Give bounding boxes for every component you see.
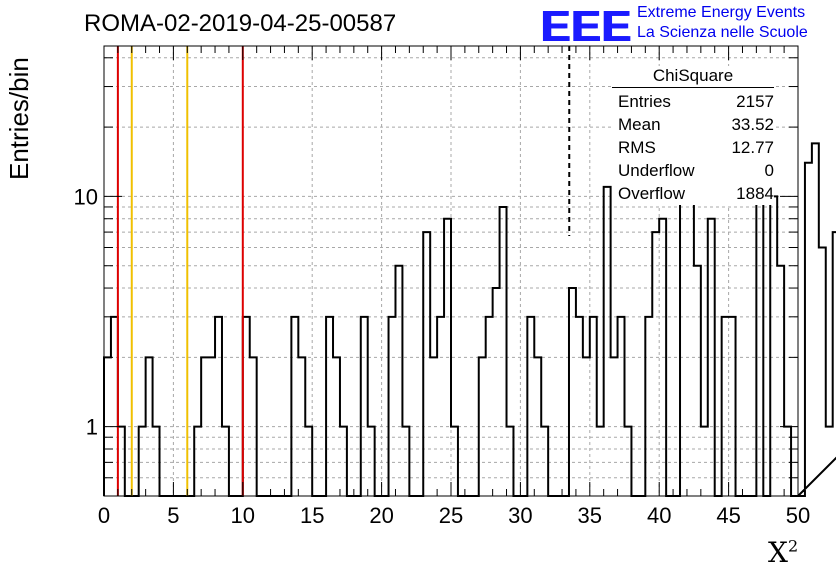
- stats-title: ChiSquare: [612, 66, 774, 88]
- stats-box: ChiSquare Entries 2157 Mean 33.52 RMS 12…: [612, 66, 774, 205]
- stats-label: Underflow: [618, 161, 695, 180]
- y-tick-label: 1: [86, 415, 98, 440]
- stats-row-rms: RMS 12.77: [612, 136, 774, 159]
- x-tick-label: 0: [98, 503, 110, 528]
- eee-logo: EEE: [540, 2, 632, 51]
- x-tick-label: 30: [508, 503, 532, 528]
- stats-row-underflow: Underflow 0: [612, 159, 774, 182]
- stats-value: 2157: [736, 92, 774, 111]
- x-tick-label: 5: [167, 503, 179, 528]
- stats-value: 1884: [736, 184, 774, 203]
- stats-row-overflow: Overflow 1884: [612, 182, 774, 205]
- x-axis-label: X2: [768, 536, 798, 569]
- stats-row-entries: Entries 2157: [612, 90, 774, 113]
- logo-text-line1: Extreme Energy Events: [637, 4, 806, 21]
- x-axis-label-sup: 2: [787, 536, 799, 556]
- stats-value: 33.52: [731, 115, 774, 134]
- stats-value: 0: [764, 161, 774, 180]
- x-tick-label: 20: [369, 503, 393, 528]
- y-tick-label: 10: [74, 184, 98, 209]
- chart-title: ROMA-02-2019-04-25-00587: [84, 10, 397, 37]
- x-axis-label-text: X: [768, 536, 788, 569]
- x-tick-label: 10: [231, 503, 255, 528]
- x-tick-label: 15: [300, 503, 324, 528]
- stats-label: Mean: [618, 115, 661, 134]
- x-tick-label: 45: [716, 503, 740, 528]
- stats-label: RMS: [618, 138, 656, 157]
- x-tick-label: 35: [578, 503, 602, 528]
- stats-label: Entries: [618, 92, 671, 111]
- stats-value: 12.77: [731, 138, 774, 157]
- x-tick-label: 50: [786, 503, 810, 528]
- stats-row-mean: Mean 33.52: [612, 113, 774, 136]
- y-axis-label: Entries/bin: [4, 57, 34, 180]
- x-tick-label: 40: [647, 503, 671, 528]
- x-tick-label: 25: [439, 503, 463, 528]
- logo-text-line2: La Scienza nelle Scuole: [637, 24, 808, 41]
- stats-label: Overflow: [618, 184, 686, 203]
